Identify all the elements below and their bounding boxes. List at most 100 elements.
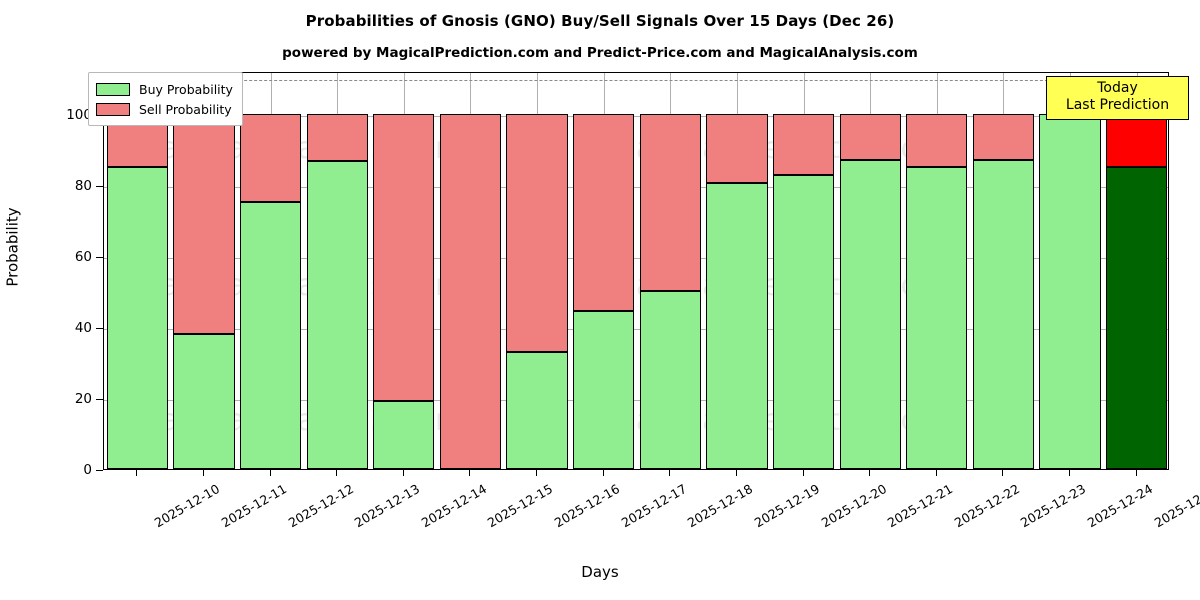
x-tick-label: 2025-12-10 xyxy=(152,481,223,531)
y-tick-mark xyxy=(96,327,103,329)
y-tick-mark xyxy=(96,185,103,187)
bar-segment-sell[interactable] xyxy=(173,113,235,334)
bar-segment-sell[interactable] xyxy=(972,113,1035,160)
bar-segment-sell[interactable] xyxy=(373,113,435,402)
bar-segment-sell[interactable] xyxy=(573,113,635,312)
y-tick-label: 100 xyxy=(66,106,92,123)
gridline-horizontal xyxy=(104,399,1168,401)
x-tick-mark xyxy=(136,470,137,476)
x-tick-mark xyxy=(1002,470,1003,476)
gridline-horizontal xyxy=(104,186,1168,188)
x-tick-label: 2025-12-24 xyxy=(1084,481,1156,531)
bar-segment-sell[interactable] xyxy=(506,113,568,352)
bar-group[interactable] xyxy=(772,71,835,469)
bar-group[interactable] xyxy=(306,71,368,469)
legend-item-buy: Buy Probability xyxy=(96,79,233,99)
x-tick-label: 2025-12-14 xyxy=(418,481,489,531)
bar-group[interactable] xyxy=(839,71,901,469)
x-tick-mark xyxy=(1069,470,1070,476)
bar-segment-buy[interactable] xyxy=(839,159,901,469)
x-tick-mark xyxy=(203,470,204,476)
bar-segment-sell[interactable] xyxy=(772,113,835,176)
y-tick-mark xyxy=(96,470,103,471)
bar-segment-sell[interactable] xyxy=(706,113,768,183)
x-tick-mark xyxy=(669,470,670,476)
y-tick-label: 20 xyxy=(74,390,92,407)
x-tick-label: 2025-12-20 xyxy=(818,481,889,531)
y-tick-label: 0 xyxy=(83,462,92,478)
y-tick-label: 60 xyxy=(74,248,92,265)
today-annotation-line2: Last Prediction xyxy=(1065,97,1170,114)
bar-segment-buy[interactable] xyxy=(573,311,635,469)
x-tick-mark xyxy=(336,470,337,476)
bar-group[interactable] xyxy=(1039,71,1101,469)
x-tick-mark xyxy=(936,470,937,476)
bar-group[interactable] xyxy=(239,71,302,469)
bar-segment-sell[interactable] xyxy=(239,113,302,203)
bar-group[interactable] xyxy=(639,71,701,469)
x-tick-label: 2025-12-22 xyxy=(951,481,1022,531)
x-tick-mark xyxy=(803,470,804,476)
bar-group[interactable] xyxy=(106,71,168,469)
bar-segment-buy[interactable] xyxy=(306,160,368,469)
legend-swatch-buy xyxy=(96,82,130,96)
bar-segment-buy[interactable] xyxy=(506,351,568,469)
bar-segment-sell[interactable] xyxy=(839,113,901,160)
y-tick-label: 40 xyxy=(74,319,92,336)
x-tick-mark xyxy=(869,470,870,476)
bar-segment-sell[interactable] xyxy=(1106,113,1168,167)
bar-segment-sell[interactable] xyxy=(306,113,368,161)
x-tick-label: 2025-12-23 xyxy=(1018,481,1089,531)
bar-segment-sell[interactable] xyxy=(639,113,701,292)
x-tick-mark xyxy=(536,470,537,476)
bar-group[interactable] xyxy=(573,71,635,469)
bar-segment-sell[interactable] xyxy=(439,113,502,469)
bar-group[interactable] xyxy=(1106,71,1168,469)
x-tick-label: 2025-12-16 xyxy=(551,481,623,531)
bar-group[interactable] xyxy=(972,71,1035,469)
bar-segment-buy[interactable] xyxy=(1039,113,1101,469)
bar-group[interactable] xyxy=(439,71,502,469)
bar-segment-buy[interactable] xyxy=(1106,166,1168,469)
gridline-horizontal xyxy=(104,115,1168,117)
x-tick-label: 2025-12-17 xyxy=(618,481,689,531)
y-tick-label: 80 xyxy=(74,177,92,194)
x-tick-mark xyxy=(1136,470,1137,476)
bars-layer xyxy=(104,73,1168,469)
y-tick-mark xyxy=(96,256,103,258)
gridline-horizontal xyxy=(104,328,1168,330)
bar-segment-buy[interactable] xyxy=(239,202,302,469)
bar-segment-buy[interactable] xyxy=(772,175,835,469)
bar-segment-buy[interactable] xyxy=(373,401,435,469)
bar-segment-buy[interactable] xyxy=(173,333,235,469)
y-axis-label: Probability xyxy=(3,207,22,287)
bar-segment-buy[interactable] xyxy=(639,291,701,469)
today-annotation-line1: Today xyxy=(1097,80,1138,96)
legend-label-sell: Sell Probability xyxy=(139,101,232,117)
bar-segment-buy[interactable] xyxy=(106,166,168,469)
x-tick-label: 2025-12-25 xyxy=(1151,481,1200,531)
bar-group[interactable] xyxy=(173,71,235,469)
bar-segment-buy[interactable] xyxy=(972,159,1035,469)
bar-group[interactable] xyxy=(373,71,435,469)
x-tick-mark xyxy=(469,470,470,476)
x-tick-label: 2025-12-19 xyxy=(751,481,823,531)
gridline-horizontal xyxy=(104,257,1168,259)
y-tick-mark xyxy=(96,398,103,400)
legend-item-sell: Sell Probability xyxy=(96,99,233,119)
x-tick-mark xyxy=(736,470,737,476)
bar-group[interactable] xyxy=(706,71,768,469)
threshold-line xyxy=(104,80,1168,82)
bar-group[interactable] xyxy=(906,71,968,469)
bar-segment-buy[interactable] xyxy=(706,182,768,469)
chart-subtitle: powered by MagicalPrediction.com and Pre… xyxy=(282,45,918,61)
today-annotation: Today Last Prediction xyxy=(1046,76,1189,121)
x-axis-label: Days xyxy=(581,563,619,581)
bar-segment-buy[interactable] xyxy=(906,166,968,469)
bar-group[interactable] xyxy=(506,71,568,469)
x-tick-mark xyxy=(603,470,604,476)
x-tick-label: 2025-12-11 xyxy=(218,481,290,531)
x-tick-label: 2025-12-15 xyxy=(485,481,556,531)
bar-segment-sell[interactable] xyxy=(906,113,968,167)
